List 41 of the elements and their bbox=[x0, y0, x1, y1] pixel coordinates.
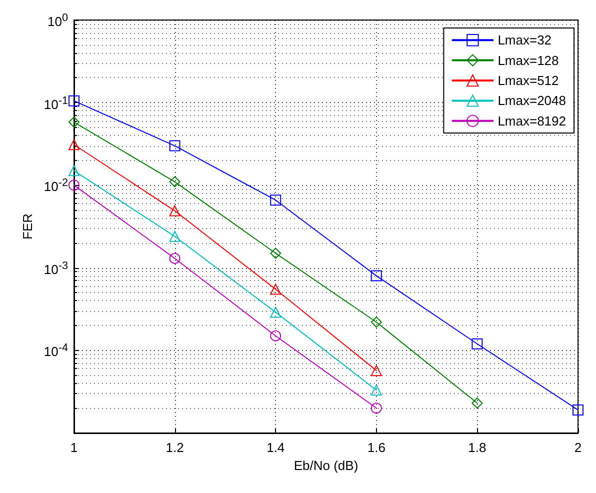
point bbox=[270, 306, 282, 318]
legend-label: Lmax=2048 bbox=[498, 93, 566, 108]
x-axis-title: Eb/No (dB) bbox=[294, 458, 358, 473]
point bbox=[169, 230, 180, 242]
y-tick-label: 10$^{-4}$ bbox=[44, 342, 68, 360]
x-tick-label: 1.2 bbox=[166, 440, 184, 455]
y-tick-label: 10$^{-3}$ bbox=[44, 260, 68, 277]
point bbox=[68, 165, 80, 176]
legend-label: Lmax=8192 bbox=[498, 113, 566, 128]
legend-label: Lmax=32 bbox=[498, 32, 552, 48]
y-tick-label: 10$^{-1}$ bbox=[44, 94, 68, 112]
point bbox=[370, 365, 382, 376]
point bbox=[370, 316, 382, 328]
point bbox=[68, 180, 80, 191]
x-tick-label: 1.8 bbox=[468, 440, 486, 455]
point bbox=[370, 402, 382, 414]
x-tick-label: 1.4 bbox=[266, 440, 285, 455]
x-tick-label: 1 bbox=[70, 440, 78, 455]
point bbox=[270, 284, 282, 295]
point bbox=[68, 139, 80, 150]
legend-label: Lmax=128 bbox=[498, 52, 559, 68]
point bbox=[169, 140, 180, 152]
point bbox=[270, 194, 282, 206]
x-tick-label: 2 bbox=[574, 440, 582, 455]
point bbox=[472, 338, 483, 350]
y-tick-label: 10$^{0}$ bbox=[48, 12, 68, 30]
point bbox=[270, 330, 282, 342]
point bbox=[370, 384, 382, 396]
point bbox=[68, 116, 80, 128]
legend-label: Lmax=512 bbox=[498, 73, 559, 88]
x-tick-label: 1.6 bbox=[367, 440, 386, 455]
point bbox=[169, 205, 180, 216]
point bbox=[169, 252, 180, 264]
y-tick-label: 10$^{-2}$ bbox=[44, 177, 68, 194]
point bbox=[370, 270, 382, 282]
point bbox=[169, 176, 180, 188]
point bbox=[68, 95, 80, 106]
point bbox=[270, 248, 282, 259]
point bbox=[572, 404, 584, 416]
y-axis-title: FER bbox=[20, 214, 35, 240]
point bbox=[472, 398, 483, 409]
